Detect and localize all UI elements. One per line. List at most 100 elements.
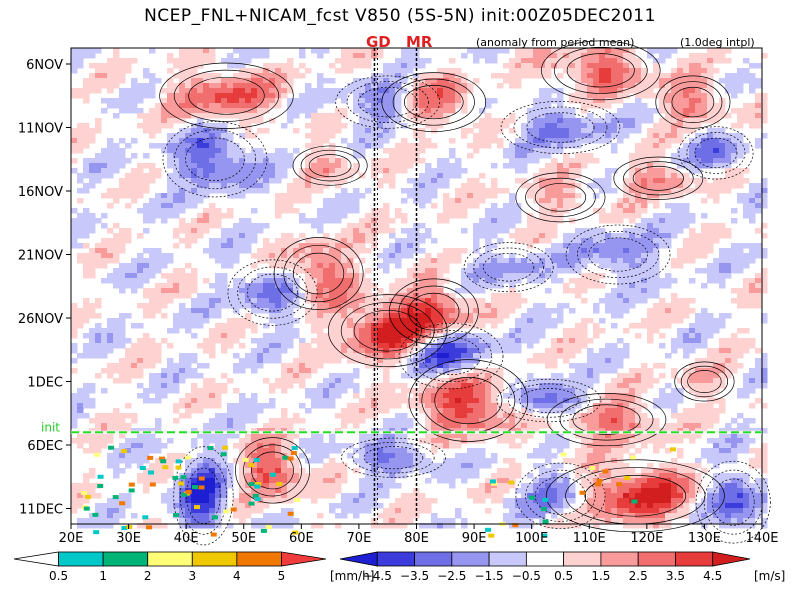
- precip-colorbar-label: 0.5: [49, 569, 68, 583]
- contour-15-3: [398, 322, 504, 390]
- precip-colorbar-label: 5: [278, 569, 286, 583]
- contour-22-1: [526, 112, 595, 143]
- y-tick-label: 21NOV: [18, 249, 63, 264]
- marker-gd-label: GD: [366, 33, 391, 51]
- wind-colorbar: −4.5 −3.5 −2.5 −1.5 −0.5 0.5 1.5 2.5 3.5 4.5 [m/s]: [339, 551, 785, 583]
- contour-8-3: [381, 72, 487, 132]
- y-tick-label: 26NOV: [18, 312, 63, 327]
- contour-18-2: [525, 469, 596, 522]
- contour-14-1: [687, 370, 722, 393]
- contour-26-2: [686, 132, 746, 174]
- precip-colorbar-swatch-6: [281, 551, 327, 567]
- contour-0-3: [273, 237, 364, 310]
- contour-22-3: [500, 100, 621, 155]
- wind-colorbar-label: −1.5: [475, 569, 504, 583]
- contour-27-2: [473, 247, 544, 287]
- contour-21-2: [346, 81, 429, 123]
- wind-colorbar-unit: [m/s]: [754, 569, 785, 583]
- contour-27-3: [463, 242, 554, 293]
- contour-18-3: [515, 462, 606, 529]
- contour-12-1: [308, 154, 352, 178]
- y-tick-label: 11NOV: [18, 122, 63, 137]
- contour-10-2: [663, 81, 723, 123]
- wind-colorbar-swatch-5: [525, 551, 565, 567]
- contour-9-1: [566, 53, 635, 88]
- interp-note: (1.0deg intpl): [680, 36, 755, 49]
- contour-6-3: [545, 459, 725, 533]
- contour-26-1: [694, 137, 738, 169]
- wind-colorbar-label: 3.5: [666, 569, 685, 583]
- contour-4-3: [546, 393, 667, 447]
- x-tick-label: 70E: [347, 531, 372, 546]
- contour-15-2: [409, 330, 493, 383]
- contour-2-3: [388, 278, 479, 345]
- contour-10-1: [671, 86, 715, 118]
- contour-3-1: [434, 377, 503, 425]
- contour-24-1: [246, 273, 299, 312]
- contour-7-2: [173, 69, 280, 122]
- contour-23-2: [576, 231, 660, 278]
- contour-lines: [159, 40, 771, 546]
- contour-23-3: [565, 224, 671, 285]
- precip-colorbar: 0.5 1 2 3 4 5 [mm/h]: [13, 551, 374, 583]
- contour-22-2: [513, 106, 608, 149]
- contour-4-2: [559, 398, 654, 441]
- contour-5-3: [235, 437, 311, 504]
- contour-24-3: [227, 259, 318, 326]
- contour-11-1: [632, 165, 684, 191]
- wind-colorbar-label: 4.5: [703, 569, 722, 583]
- contour-2-2: [398, 285, 470, 338]
- contour-8-2: [392, 78, 475, 126]
- contour-1-1: [353, 309, 422, 352]
- y-tick-label: 16NOV: [18, 185, 63, 200]
- x-tick-label: 80E: [404, 531, 429, 546]
- contour-0-2: [283, 244, 354, 303]
- wind-colorbar-label: −4.5: [363, 569, 392, 583]
- x-tick-label: 60E: [289, 531, 314, 546]
- precip-colorbar-label: 4: [233, 569, 241, 583]
- contour-1-2: [340, 302, 435, 360]
- contour-14-2: [680, 365, 729, 398]
- precip-colorbar-swatch-1: [58, 551, 104, 567]
- contour-25-2: [352, 441, 435, 474]
- y-tick-label: 6DEC: [27, 439, 63, 454]
- contour-21-3: [335, 75, 441, 129]
- contour-19-1: [711, 478, 755, 526]
- contour-27-1: [483, 252, 535, 282]
- precip-overlay: [81, 445, 676, 538]
- precip-colorbar-label: 1: [99, 569, 107, 583]
- wind-colorbar-swatch-3: [451, 551, 490, 567]
- contour-21-1: [357, 86, 418, 118]
- contour-7-3: [159, 62, 294, 129]
- contour-6-1: [584, 475, 687, 517]
- marker-mr-label: MR: [406, 33, 433, 51]
- contour-20-1: [185, 137, 245, 181]
- wind-colorbar-swatch-9: [675, 551, 714, 567]
- x-tick-label: 30E: [116, 531, 141, 546]
- x-tick-label: 90E: [462, 531, 487, 546]
- contour-16-3: [496, 378, 602, 423]
- wind-colorbar-swatch-1: [376, 551, 415, 567]
- wind-colorbar-label: −2.5: [437, 569, 466, 583]
- contour-26-3: [678, 126, 754, 180]
- wind-colorbar-swatch-0: [339, 551, 378, 567]
- contour-9-2: [553, 46, 648, 94]
- contour-12-3: [292, 145, 368, 186]
- contour-11-3: [613, 156, 704, 200]
- wind-colorbar-label: 1.5: [591, 569, 610, 583]
- v850-anomaly-field: [71, 48, 768, 529]
- contour-12-2: [300, 149, 360, 182]
- contour-0-1: [293, 252, 345, 295]
- contour-15-1: [421, 337, 481, 375]
- contour-20-2: [173, 129, 257, 190]
- contour-11-2: [623, 161, 694, 196]
- precip-colorbar-swatch-5: [236, 551, 282, 567]
- contour-13-2: [525, 177, 596, 217]
- anomaly-note: (anomaly from period mean): [476, 36, 635, 49]
- contour-5-1: [251, 451, 294, 490]
- contour-9-3: [540, 40, 661, 101]
- wind-colorbar-label: 0.5: [554, 569, 573, 583]
- x-tick-label: 140E: [745, 531, 778, 546]
